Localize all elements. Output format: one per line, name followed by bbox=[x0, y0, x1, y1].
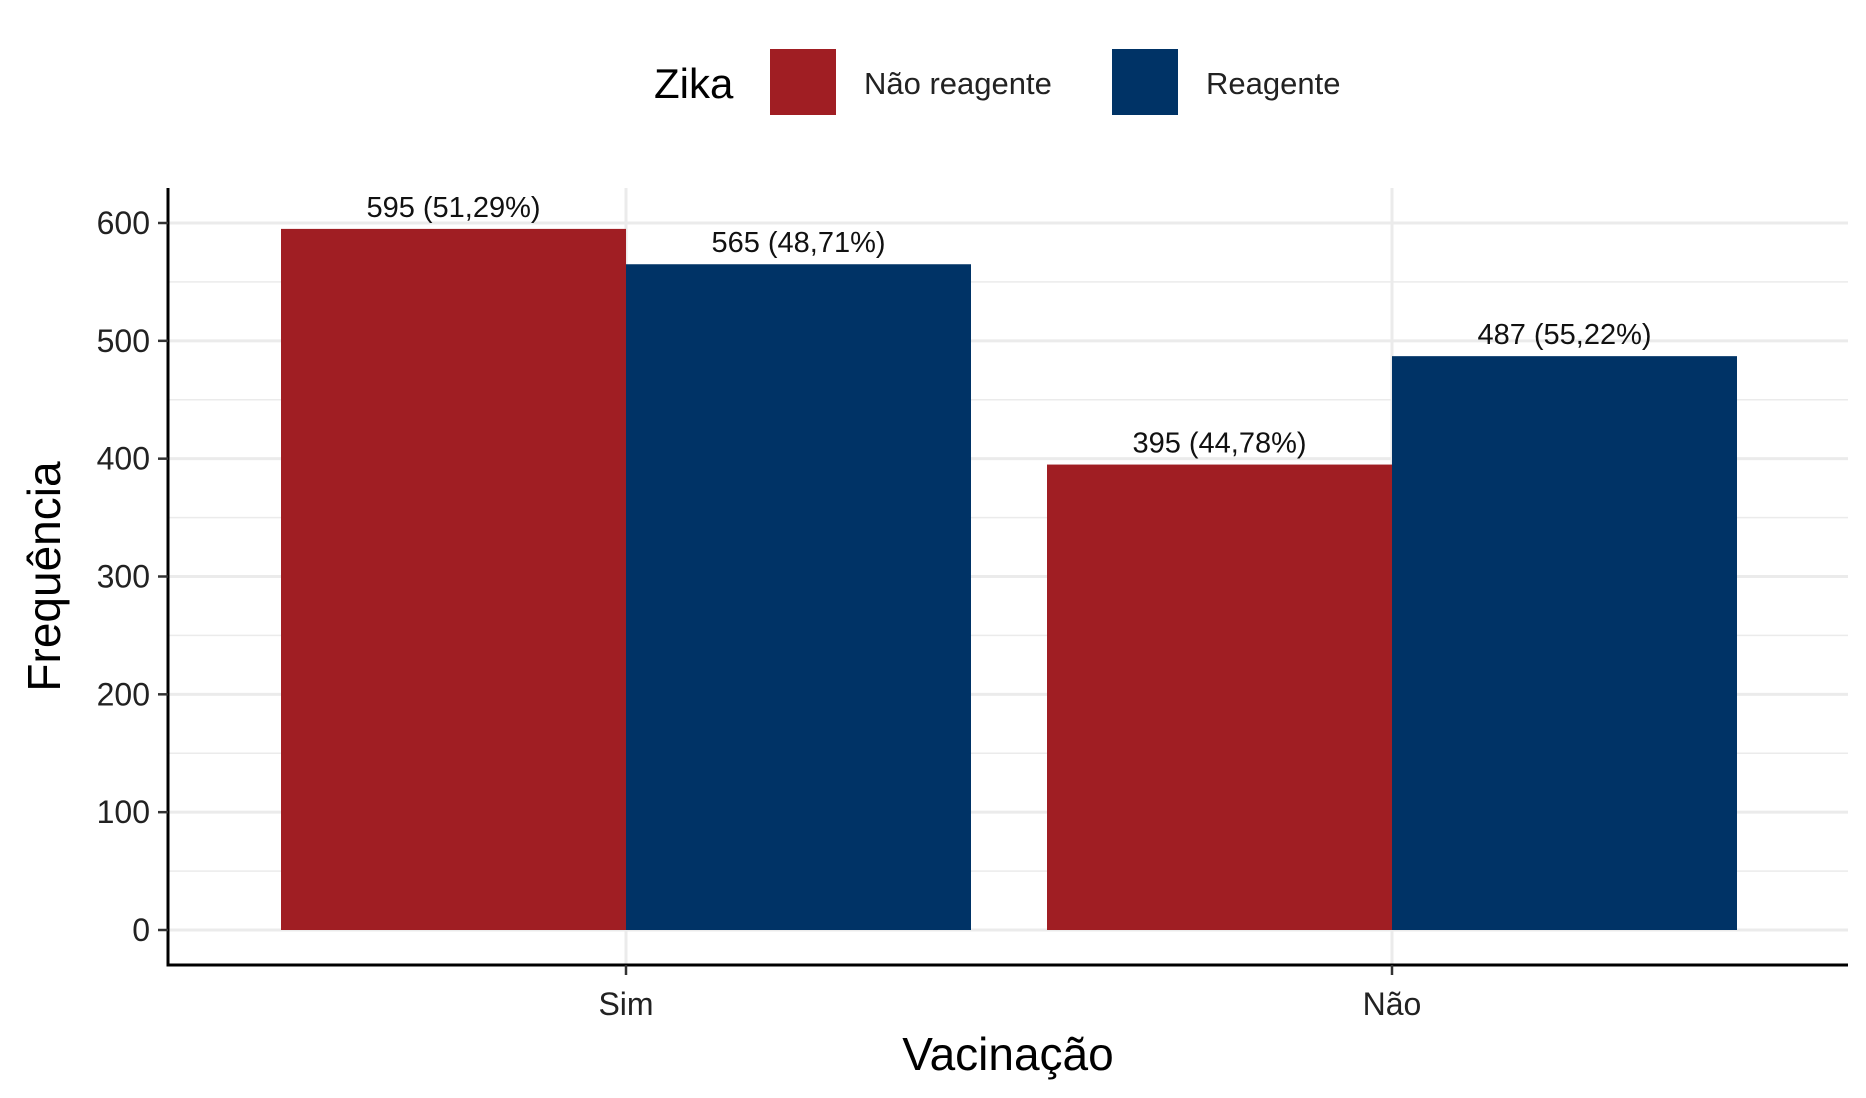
y-tick-label: 500 bbox=[97, 323, 150, 359]
legend-key-n-o-reagente bbox=[770, 49, 836, 115]
bar-n-o-reagente-sim bbox=[281, 228, 626, 930]
bar-labels-layer: 595 (51,29%) 395 (44,78%) 565 (48,71%) 487 … bbox=[366, 192, 1651, 460]
y-tick-label: 0 bbox=[132, 912, 150, 948]
legend-title: Zika bbox=[654, 60, 734, 107]
y-tick-label: 100 bbox=[97, 794, 150, 830]
bar-reagente-não bbox=[1392, 356, 1737, 930]
legend-label: Não reagente bbox=[864, 66, 1052, 101]
y-tick-label: 600 bbox=[97, 205, 150, 241]
x-axis-title: Vacinação bbox=[902, 1028, 1113, 1080]
bars-layer bbox=[281, 228, 1737, 930]
y-axis-title: Frequência bbox=[18, 461, 70, 692]
x-tick-label: Sim bbox=[598, 986, 653, 1022]
legend-key-reagente bbox=[1112, 49, 1178, 115]
y-tick-label: 300 bbox=[97, 559, 150, 595]
bar-data-label: 487 (55,22%) bbox=[1477, 319, 1651, 351]
x-tick-label: Não bbox=[1363, 986, 1422, 1022]
bar-data-label: 395 (44,78%) bbox=[1132, 428, 1306, 460]
y-tick-label: 400 bbox=[97, 441, 150, 477]
y-tick-label: 200 bbox=[97, 676, 150, 712]
bar-data-label: 595 (51,29%) bbox=[366, 192, 540, 224]
legend-label: Reagente bbox=[1206, 66, 1340, 101]
axes-layer: 0 100 200 300 400 500 600 Sim Não Vacinação Frequê… bbox=[18, 188, 1848, 1080]
bar-data-label: 565 (48,71%) bbox=[711, 227, 885, 259]
bar-reagente-sim bbox=[626, 264, 971, 930]
bar-n-o-reagente-não bbox=[1047, 464, 1392, 930]
legend: Zika Não reagente Reagente bbox=[654, 49, 1340, 115]
